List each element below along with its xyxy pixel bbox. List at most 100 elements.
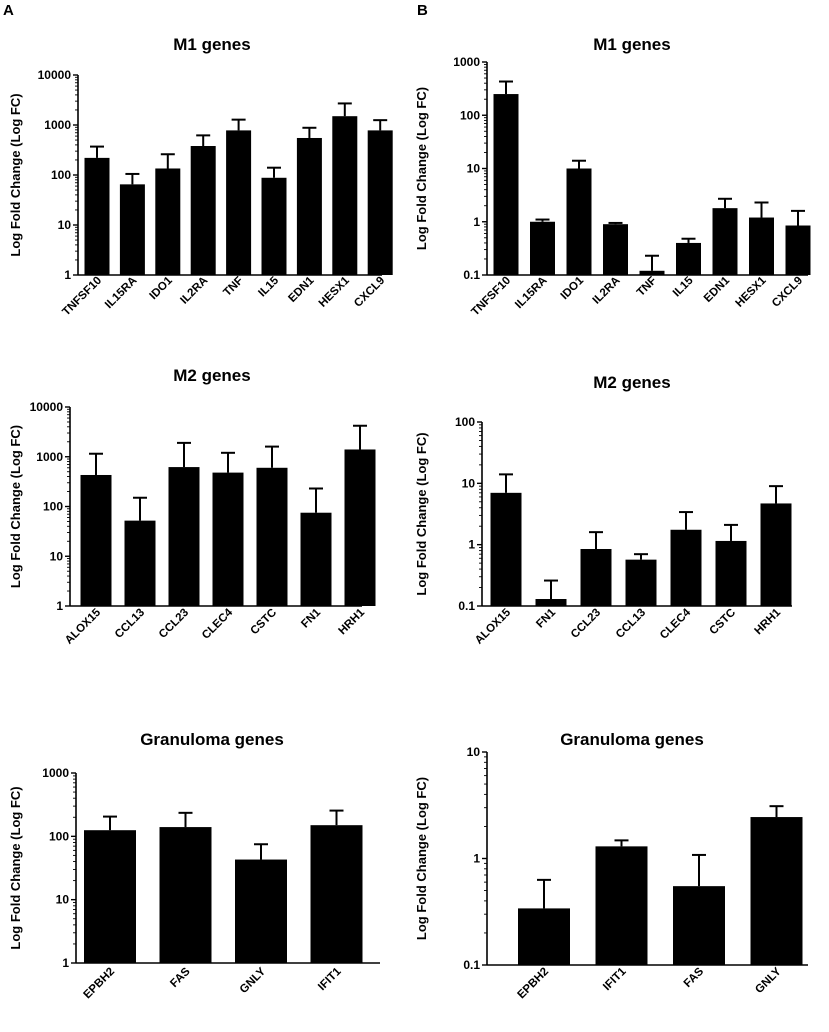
bar-il2ra (190, 146, 216, 275)
chart-2: M1 genes Log Fold Change (Log FC) 0.1 1 10 10… (414, 35, 811, 318)
bar-il2ra (603, 224, 628, 275)
chart-6: Granuloma genes Log Fold Change (Log FC) 0… (414, 730, 808, 1001)
x-category-label: CLEC4 (200, 606, 236, 642)
bar-ccl23 (168, 467, 200, 606)
bar-fas (673, 886, 725, 965)
bar-edn1 (712, 208, 738, 275)
x-category-label: CCL23 (157, 607, 191, 641)
x-category-label: FAS (168, 965, 193, 990)
chart-title: M2 genes (173, 366, 250, 385)
y-tick-label: 100 (460, 108, 480, 122)
y-tick-label: 10 (50, 549, 64, 563)
bar-ifit1 (595, 846, 648, 965)
bar-ido1 (155, 168, 181, 275)
x-category-label: CCL13 (614, 607, 648, 641)
y-tick-label: 0.1 (458, 599, 475, 613)
x-category-label: ALOX15 (473, 606, 514, 647)
y-tick-label: 1000 (42, 766, 69, 780)
bar-cxcl9 (785, 225, 811, 275)
y-tick-label: 10 (58, 218, 72, 232)
bar-epbh2 (84, 830, 136, 963)
x-category-label: IFIT1 (316, 965, 344, 993)
bar-tnfsf10 (84, 157, 110, 275)
y-axis-label: Log Fold Change (Log FC) (414, 777, 429, 940)
y-tick-label: 1 (468, 538, 475, 552)
y-tick-label: 1000 (453, 55, 480, 69)
y-tick-label: 10 (467, 745, 481, 759)
y-tick-label: 10000 (30, 400, 64, 414)
chart-5: Granuloma genes Log Fold Change (Log FC) 1… (8, 730, 380, 1001)
bar-fas (159, 827, 212, 963)
y-axis-label: Log Fold Change (Log FC) (8, 425, 23, 588)
x-category-label: CSTC (248, 607, 279, 638)
bar-hrh1 (344, 449, 376, 606)
chart-title: M1 genes (593, 35, 670, 54)
x-category-label: HESX1 (317, 274, 353, 310)
bar-ccl13 (625, 559, 657, 606)
y-tick-label: 1 (473, 215, 480, 229)
bar-fn1 (300, 512, 332, 606)
bar-ido1 (566, 168, 592, 275)
x-category-label: IL15RA (513, 275, 550, 312)
bar-cstc (715, 540, 747, 606)
x-category-label: IL15 (671, 274, 696, 299)
x-category-label: HRH1 (752, 606, 783, 637)
chart-title: M1 genes (173, 35, 250, 54)
bar-tnf (226, 130, 252, 275)
x-category-label: CCL13 (113, 607, 147, 641)
y-tick-label: 0.1 (463, 958, 480, 972)
y-tick-label: 1 (56, 599, 63, 613)
x-category-label: HRH1 (336, 606, 367, 637)
x-category-label: EDN1 (286, 274, 317, 305)
x-category-label: IDO1 (147, 274, 175, 302)
y-tick-label: 1000 (44, 118, 71, 132)
y-tick-label: 10000 (38, 68, 72, 82)
x-category-label: CXCL9 (770, 275, 805, 310)
bar-il15 (676, 242, 701, 275)
x-category-label: CXCL9 (352, 275, 387, 310)
bar-hrh1 (760, 503, 792, 606)
y-tick-label: 10 (467, 162, 481, 176)
x-category-label: EDN1 (702, 274, 733, 305)
y-tick-label: 100 (43, 500, 63, 514)
chart-title: Granuloma genes (140, 730, 284, 749)
bar-alox15 (80, 474, 112, 606)
bar-tnfsf10 (493, 94, 519, 275)
chart-4: M2 genes Log Fold Change (Log FC) 0.1 1 10 10… (414, 373, 792, 647)
bar-gnly (235, 859, 287, 963)
x-category-label: IDO1 (559, 274, 587, 302)
x-category-label: CCL23 (569, 607, 603, 641)
bar-cstc (256, 467, 288, 606)
y-axis-label: Log Fold Change (Log FC) (8, 93, 23, 256)
x-category-label: IL15 (256, 274, 281, 299)
x-category-label: EPBH2 (82, 966, 118, 1002)
x-category-label: CSTC (707, 607, 738, 638)
bar-gnly (750, 817, 803, 965)
x-category-label: IL2RA (178, 275, 210, 307)
bar-cxcl9 (367, 130, 393, 275)
x-category-label: TNF (635, 275, 659, 299)
x-category-label: HESX1 (733, 274, 769, 310)
bar-tnf (639, 270, 665, 275)
y-tick-label: 1 (62, 956, 69, 970)
bar-clec4 (212, 472, 244, 606)
chart-title: Granuloma genes (560, 730, 704, 749)
y-tick-label: 1000 (36, 450, 63, 464)
x-category-label: FAS (682, 965, 707, 990)
y-tick-label: 1 (473, 852, 480, 866)
y-tick-label: 100 (455, 415, 475, 429)
chart-title: M2 genes (593, 373, 670, 392)
x-category-label: GNLY (238, 965, 269, 996)
x-category-label: TNF (221, 275, 245, 299)
x-category-label: IFIT1 (601, 965, 629, 993)
y-tick-label: 1 (64, 268, 71, 282)
x-category-label: CLEC4 (658, 606, 694, 642)
y-tick-label: 100 (49, 829, 69, 843)
y-axis-label: Log Fold Change (Log FC) (8, 786, 23, 949)
bar-il15 (261, 177, 287, 275)
panel-label-b: B (417, 2, 428, 19)
x-category-label: GNLY (753, 965, 784, 996)
bar-ccl13 (124, 520, 156, 606)
y-tick-label: 100 (51, 168, 71, 182)
